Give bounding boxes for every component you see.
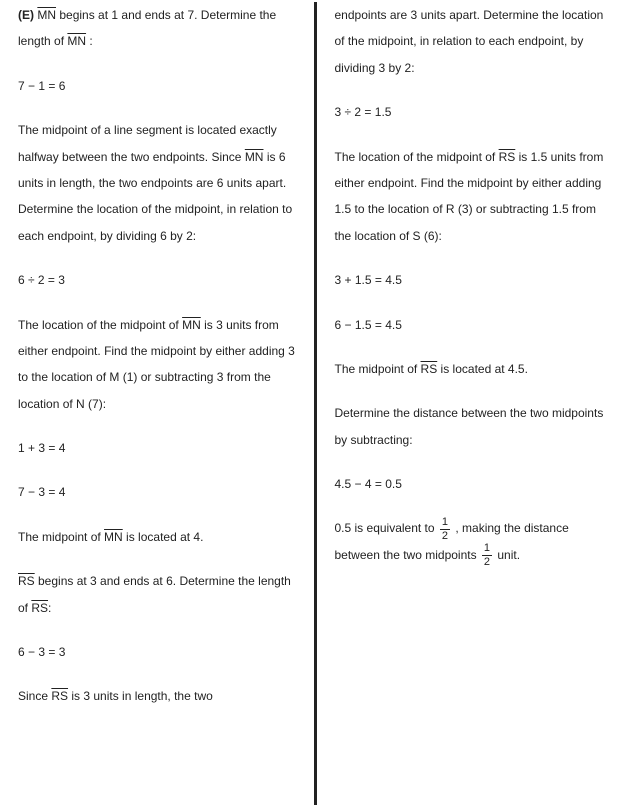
para-rs-length: Since RS is 3 units in length, the two — [18, 683, 296, 709]
numerator: 1 — [440, 517, 450, 530]
text: 0.5 is equivalent to — [335, 521, 438, 535]
segment-mn: MN — [104, 530, 123, 544]
segment-rs: RS — [421, 362, 438, 376]
para-distance: Determine the distance between the two m… — [335, 400, 616, 453]
para-midpoint-result: The midpoint of MN is located at 4. — [18, 524, 296, 550]
text: The midpoint of — [18, 530, 104, 544]
denominator: 2 — [440, 530, 450, 542]
para-rs-result: The midpoint of RS is located at 4.5. — [335, 356, 616, 382]
equation: 6 ÷ 2 = 3 — [18, 267, 296, 293]
label-e: (E) — [18, 8, 37, 22]
text: The location of the midpoint of — [18, 318, 182, 332]
right-column: endpoints are 3 units apart. Determine t… — [317, 2, 633, 805]
para-rs-cont: endpoints are 3 units apart. Determine t… — [335, 2, 616, 81]
equation: 7 − 1 = 6 — [18, 73, 296, 99]
numerator: 1 — [482, 543, 492, 556]
para-final: 0.5 is equivalent to 12 , making the dis… — [335, 515, 616, 568]
segment-rs: RS — [499, 150, 516, 164]
fraction-half: 12 — [440, 517, 450, 542]
text: : — [86, 34, 93, 48]
segment-rs: RS — [51, 689, 68, 703]
equation: 6 − 1.5 = 4.5 — [335, 312, 616, 338]
segment-mn: MN — [67, 34, 86, 48]
segment-rs: RS — [18, 574, 35, 588]
left-column: (E) MN begins at 1 and ends at 7. Determ… — [0, 2, 317, 805]
text: The location of the midpoint of — [335, 150, 499, 164]
equation: 4.5 − 4 = 0.5 — [335, 471, 616, 497]
segment-mn: MN — [245, 150, 264, 164]
equation: 7 − 3 = 4 — [18, 479, 296, 505]
para-e-intro: (E) MN begins at 1 and ends at 7. Determ… — [18, 2, 296, 55]
equation: 1 + 3 = 4 — [18, 435, 296, 461]
equation: 3 + 1.5 = 4.5 — [335, 267, 616, 293]
para-rs-intro: RS begins at 3 and ends at 6. Determine … — [18, 568, 296, 621]
segment-mn: MN — [37, 8, 56, 22]
text: Since — [18, 689, 51, 703]
text: unit. — [494, 548, 520, 562]
para-rs-midpoint: The location of the midpoint of RS is 1.… — [335, 144, 616, 250]
denominator: 2 — [482, 556, 492, 568]
fraction-half: 12 — [482, 543, 492, 568]
text: is located at 4.5. — [437, 362, 528, 376]
equation: 3 ÷ 2 = 1.5 — [335, 99, 616, 125]
text: : — [48, 601, 51, 615]
two-column-layout: (E) MN begins at 1 and ends at 7. Determ… — [0, 0, 633, 805]
segment-rs: RS — [31, 601, 48, 615]
text: The midpoint of a line segment is locate… — [18, 123, 277, 163]
para-midpoint-loc: The location of the midpoint of MN is 3 … — [18, 312, 296, 418]
text: begins at 3 and ends at 6. Determine the… — [18, 574, 291, 614]
equation: 6 − 3 = 3 — [18, 639, 296, 665]
text: The midpoint of — [335, 362, 421, 376]
text: is 3 units in length, the two — [68, 689, 213, 703]
segment-mn: MN — [182, 318, 201, 332]
text: begins at 1 and ends at 7. Determine the… — [18, 8, 276, 48]
para-midpoint-def: The midpoint of a line segment is locate… — [18, 117, 296, 249]
text: is located at 4. — [123, 530, 204, 544]
